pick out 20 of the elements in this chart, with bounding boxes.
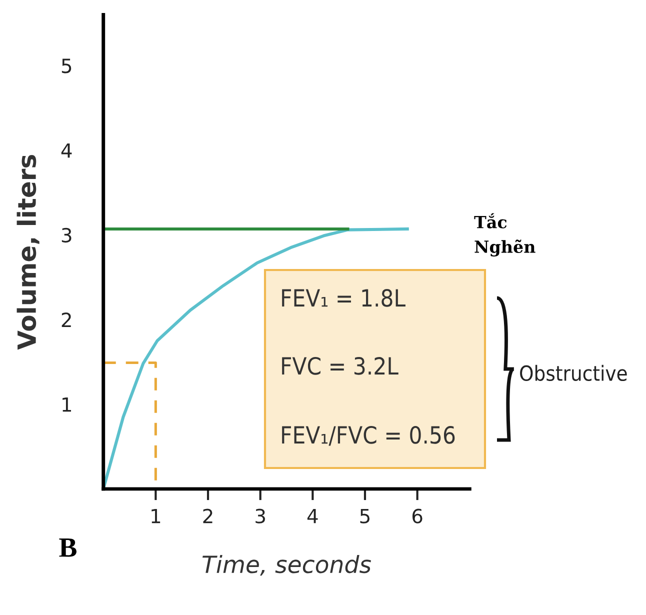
- x-tick-label: 5: [360, 508, 370, 524]
- y-tick-label: 5: [62, 58, 72, 74]
- x-tick-label: 6: [412, 508, 422, 524]
- y-axis-title: Volume, liters: [16, 155, 40, 350]
- y-tick-label: 2: [62, 312, 71, 327]
- line-series: [103, 227, 409, 489]
- annotation: FEV₁/FVC = 0.56: [282, 426, 455, 446]
- text: Tắc Nghẽn: [474, 213, 536, 256]
- annotation: FEV₁ = 1.8L: [282, 288, 406, 307]
- x-tick-label: 3: [256, 508, 265, 524]
- x-tick-label: 1: [152, 508, 160, 524]
- y-tick-label: 1: [62, 397, 72, 412]
- x-axis-title: Time, seconds: [202, 554, 372, 576]
- y-tick-label: 3: [62, 228, 72, 243]
- y-tick-label: 4: [61, 143, 72, 158]
- x-tick-label: 2: [203, 508, 212, 524]
- text: B: [59, 538, 76, 557]
- x-tick-label: 4: [307, 508, 318, 524]
- annotation: FVC = 3.2L: [282, 356, 398, 375]
- text: Obstructive: [520, 364, 627, 382]
